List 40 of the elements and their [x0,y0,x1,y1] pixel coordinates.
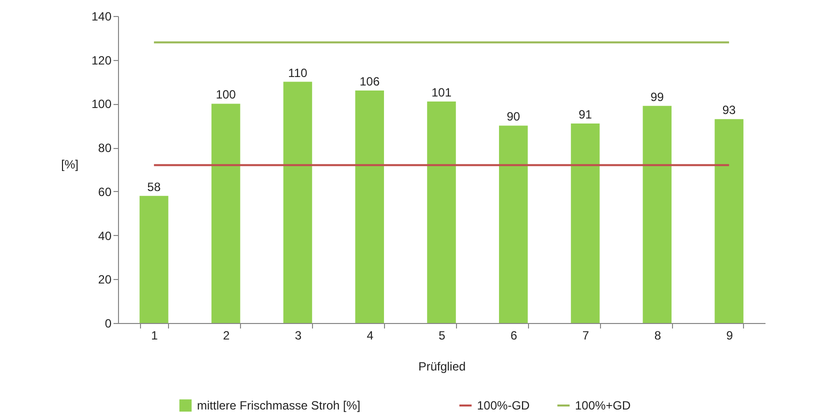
bar [714,119,744,323]
y-tick-label: 0 [104,316,112,330]
x-tick-label: 6 [510,328,518,342]
legend-label: 100%+GD [575,398,632,412]
data-label: 91 [578,107,592,122]
data-label: 106 [360,74,380,89]
bar [140,196,168,323]
bar [283,82,312,323]
legend-label: mittlere Frischmasse Stroh [%] [197,398,360,412]
x-tick-label: 3 [294,328,302,342]
bar [499,126,528,323]
bar [427,102,456,323]
data-label: 90 [506,110,520,124]
x-tick-label: 1 [151,328,158,342]
x-axis-title: Prüfglied [418,360,466,374]
y-tick-label: 20 [98,272,112,287]
x-tick-label: 9 [726,328,734,342]
y-tick-label: 100 [91,97,112,112]
data-label: 58 [147,180,161,194]
bar [355,90,384,323]
y-tick-label: 120 [91,53,112,68]
x-tick-label: 4 [366,328,374,342]
data-label: 93 [722,103,736,118]
data-label: 99 [650,90,664,104]
y-tick-label: 60 [98,184,112,199]
y-axis-title: [%] [61,158,78,172]
data-label: 100 [216,88,236,102]
bar [642,106,672,323]
x-tick-label: 5 [438,328,446,342]
bar [570,123,600,323]
legend-label: 100%-GD [477,398,530,412]
x-tick-label: 2 [222,328,230,342]
y-tick-label: 80 [98,141,112,156]
data-label: 110 [288,66,308,80]
data-label: 101 [431,86,452,100]
y-tick-label: 40 [98,228,112,243]
bar [211,104,240,323]
x-tick-label: 7 [582,328,590,342]
y-tick-label: 140 [91,10,112,24]
x-tick-label: 8 [654,328,662,342]
